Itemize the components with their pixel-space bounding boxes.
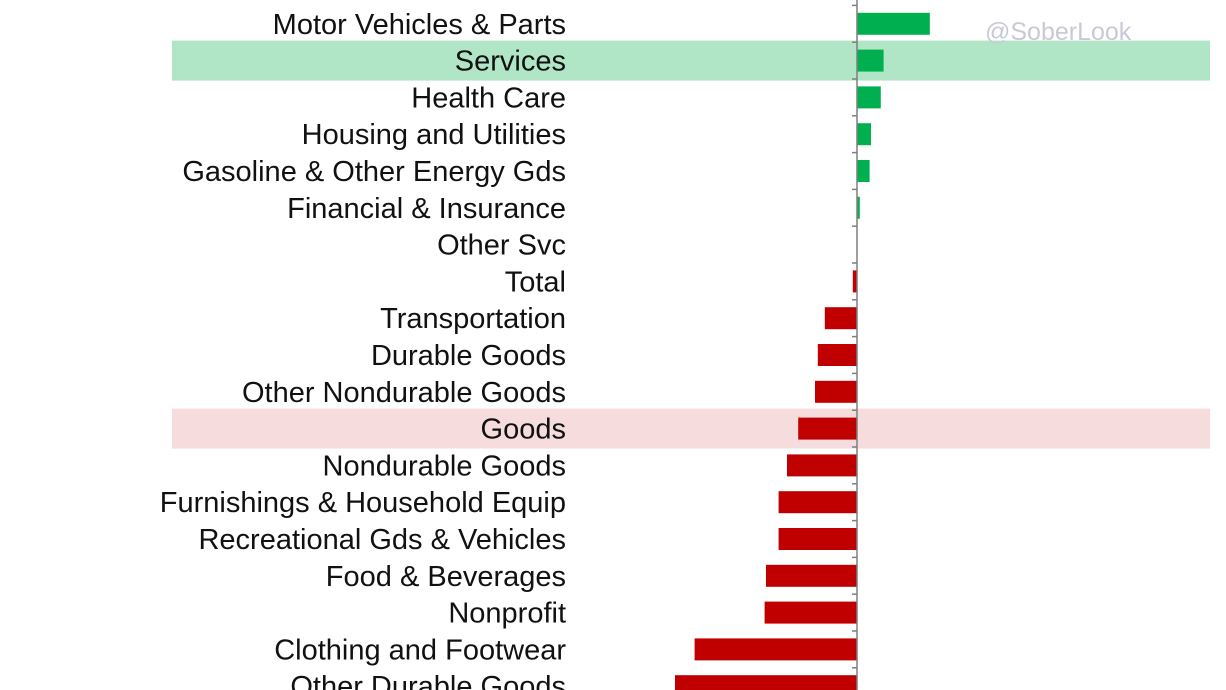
bar-total: [852, 270, 857, 293]
category-label: Durable Goods: [371, 340, 566, 372]
bar-nondurable-goods: [787, 454, 857, 477]
bar-motor-vehicles-parts: [857, 12, 930, 35]
highlight-bands: [172, 40, 1210, 449]
bar-gasoline-other-energy-gds: [857, 160, 870, 182]
bar-transportation: [824, 307, 857, 330]
category-label: Motor Vehicles & Parts: [273, 9, 566, 41]
category-label: Nondurable Goods: [323, 450, 566, 482]
category-label: Other Durable Goods: [290, 671, 566, 690]
category-label: Financial & Insurance: [287, 193, 566, 225]
bar-other-durable-goods: [675, 675, 857, 690]
category-label: Other Svc: [437, 230, 566, 262]
bar-goods: [798, 417, 857, 440]
bar-clothing-and-footwear: [694, 638, 857, 661]
category-labels: Food Svc & Accommodations Motor Vehicles …: [160, 0, 567, 690]
category-label: Housing and Utilities: [302, 119, 566, 151]
highlight-band-goods: [172, 408, 1210, 449]
bar-recreational-gds-vehicles: [778, 528, 857, 550]
highlight-band-services: [172, 40, 1210, 81]
category-label: Food & Beverages: [326, 561, 566, 593]
category-label: Nonprofit: [448, 598, 566, 630]
category-label: Health Care: [411, 82, 566, 114]
bar-other-nondurable-goods: [815, 380, 857, 403]
category-label: Gasoline & Other Energy Gds: [182, 156, 566, 188]
bar-health-care: [857, 86, 881, 109]
category-label: Furnishings & Household Equip: [160, 487, 566, 519]
category-label: Services: [455, 46, 566, 78]
category-label: Recreational Gds & Vehicles: [198, 524, 566, 556]
bar-housing-and-utilities: [857, 123, 871, 146]
bar-furnishings-household-equip: [778, 491, 857, 514]
bar-services: [857, 49, 884, 72]
category-label: Total: [505, 266, 566, 298]
category-label: Clothing and Footwear: [274, 634, 566, 666]
bar-financial-insurance: [857, 196, 860, 219]
category-label: Transportation: [380, 303, 566, 335]
category-label: Goods: [481, 414, 566, 446]
bar-durable-goods: [817, 344, 857, 366]
value-axis: [852, 0, 858, 690]
watermark-label: @SoberLook: [985, 18, 1132, 46]
bar-nonprofit: [764, 601, 857, 624]
category-label: Food Svc & Accommodations: [187, 0, 566, 4]
bars: [675, 12, 930, 690]
category-label: Other Nondurable Goods: [242, 377, 566, 409]
bar-food-beverages: [766, 564, 857, 587]
